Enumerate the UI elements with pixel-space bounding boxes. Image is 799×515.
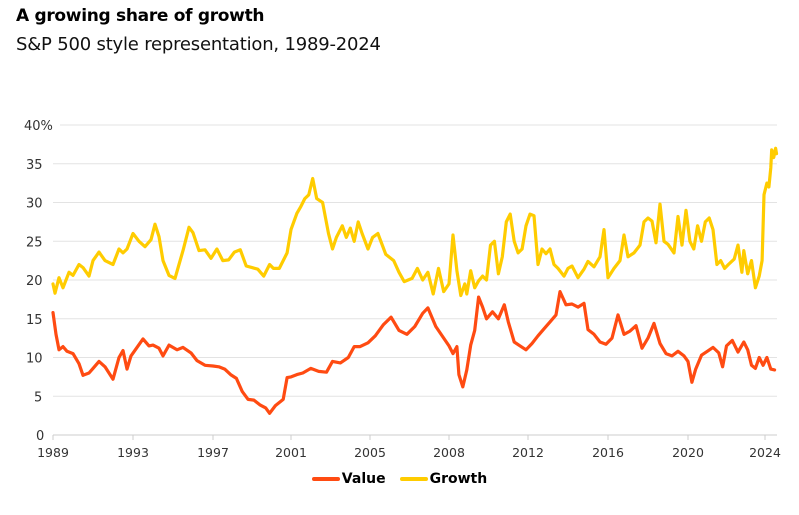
- x-tick-label: 2008: [433, 445, 465, 460]
- legend-swatch-value: [311, 477, 340, 481]
- x-axis: 1989 1993 1997 2001 2005 2008 2012 2016 2020 2024: [37, 435, 781, 460]
- y-tick-label: 15: [26, 313, 43, 328]
- series-line-value: [51, 290, 777, 415]
- y-tick-label: 10: [26, 352, 43, 367]
- x-tick-label: 2012: [512, 445, 544, 460]
- x-tick-label: 1997: [197, 445, 229, 460]
- legend-label-growth: Growth: [429, 471, 488, 487]
- y-tick-label: 35: [26, 158, 43, 173]
- y-tick-label: 40%: [24, 119, 53, 134]
- y-axis: 0 5 10 15 20 25 30 35 40%: [24, 119, 53, 444]
- legend-label-value: Value: [341, 471, 386, 487]
- legend-item-growth: Growth: [399, 471, 488, 487]
- x-tick-label: 1993: [117, 445, 149, 460]
- y-tick-label: 25: [26, 235, 43, 250]
- series-line-growth: [51, 146, 779, 298]
- legend: Value Growth: [0, 471, 799, 487]
- x-tick-label: 2024: [749, 445, 781, 460]
- x-tick-label: 1989: [37, 445, 69, 460]
- x-tick-label: 2001: [275, 445, 307, 460]
- series-lines: [51, 146, 779, 415]
- y-tick-label: 20: [26, 274, 43, 289]
- y-tick-label: 30: [26, 197, 43, 212]
- x-tick-label: 2020: [672, 445, 704, 460]
- chart-subtitle: S&P 500 style representation, 1989-2024: [16, 34, 381, 55]
- x-tick-label: 2005: [354, 445, 386, 460]
- y-tick-label: 5: [34, 390, 42, 405]
- legend-item-value: Value: [311, 471, 386, 487]
- legend-swatch-growth: [399, 477, 428, 481]
- y-tick-label: 0: [36, 429, 44, 444]
- x-tick-label: 2016: [592, 445, 624, 460]
- gridlines: [53, 124, 777, 436]
- chart-title: A growing share of growth: [16, 6, 265, 26]
